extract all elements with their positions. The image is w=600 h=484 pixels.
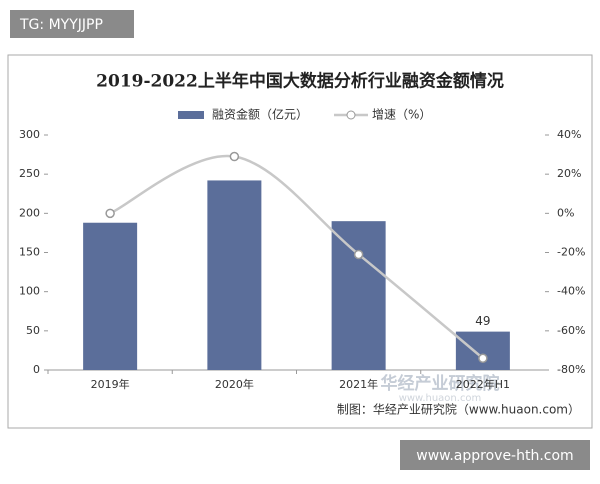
source: 制图：华经产业研究院（www.huaon.com）: [337, 402, 580, 417]
watermark: 华经产业研究院: [381, 373, 500, 394]
legend-label: 融资金额（亿元）: [212, 107, 308, 122]
bar: [207, 180, 262, 370]
x-tick-label: 2020年: [215, 377, 254, 391]
line-marker: [478, 353, 488, 363]
y2-tick-label: -80%: [557, 363, 585, 376]
legend-label: 增速（%）: [372, 108, 431, 122]
y2-tick-label: -60%: [557, 324, 585, 337]
bar: [331, 221, 386, 370]
line-marker: [229, 151, 240, 162]
y2-tick-label: -20%: [557, 246, 585, 259]
line: [109, 154, 484, 360]
tag-box: [10, 10, 134, 38]
x-tick-label: 2022年H1: [456, 377, 510, 391]
y-tick-label: 250: [19, 167, 40, 180]
y-tick-label: 300: [19, 128, 40, 141]
y2-tick-label: 40%: [557, 128, 581, 141]
line-marker: [353, 249, 364, 260]
y2-tick-label: -40%: [557, 285, 585, 298]
y-tick-label: 50: [26, 324, 40, 337]
y-tick-label: 100: [19, 285, 40, 298]
legend-swatch: [178, 111, 204, 119]
x-tick-label: 2021年: [339, 377, 378, 391]
link-box[interactable]: [400, 440, 590, 470]
link-text[interactable]: www.approve-hth.com: [416, 448, 573, 464]
x-tick-label: 2019年: [91, 377, 130, 391]
y-tick-label: 150: [19, 246, 40, 259]
chart-title: 2019-2022上半年中国大数据分析行业融资金额情况: [96, 71, 504, 92]
data-label: 49: [475, 314, 490, 328]
bar: [83, 222, 138, 370]
legend-marker: [346, 110, 356, 120]
tag-text: TG: MYYJJPP: [19, 17, 103, 33]
y2-tick-label: 20%: [557, 167, 581, 180]
watermark-url: www.huaon.com: [399, 393, 482, 404]
line-marker: [105, 208, 115, 219]
y2-tick-label: 0%: [557, 206, 574, 219]
y-tick-label: 0: [33, 363, 40, 376]
y-tick-label: 200: [19, 206, 40, 219]
bar: [455, 331, 510, 370]
